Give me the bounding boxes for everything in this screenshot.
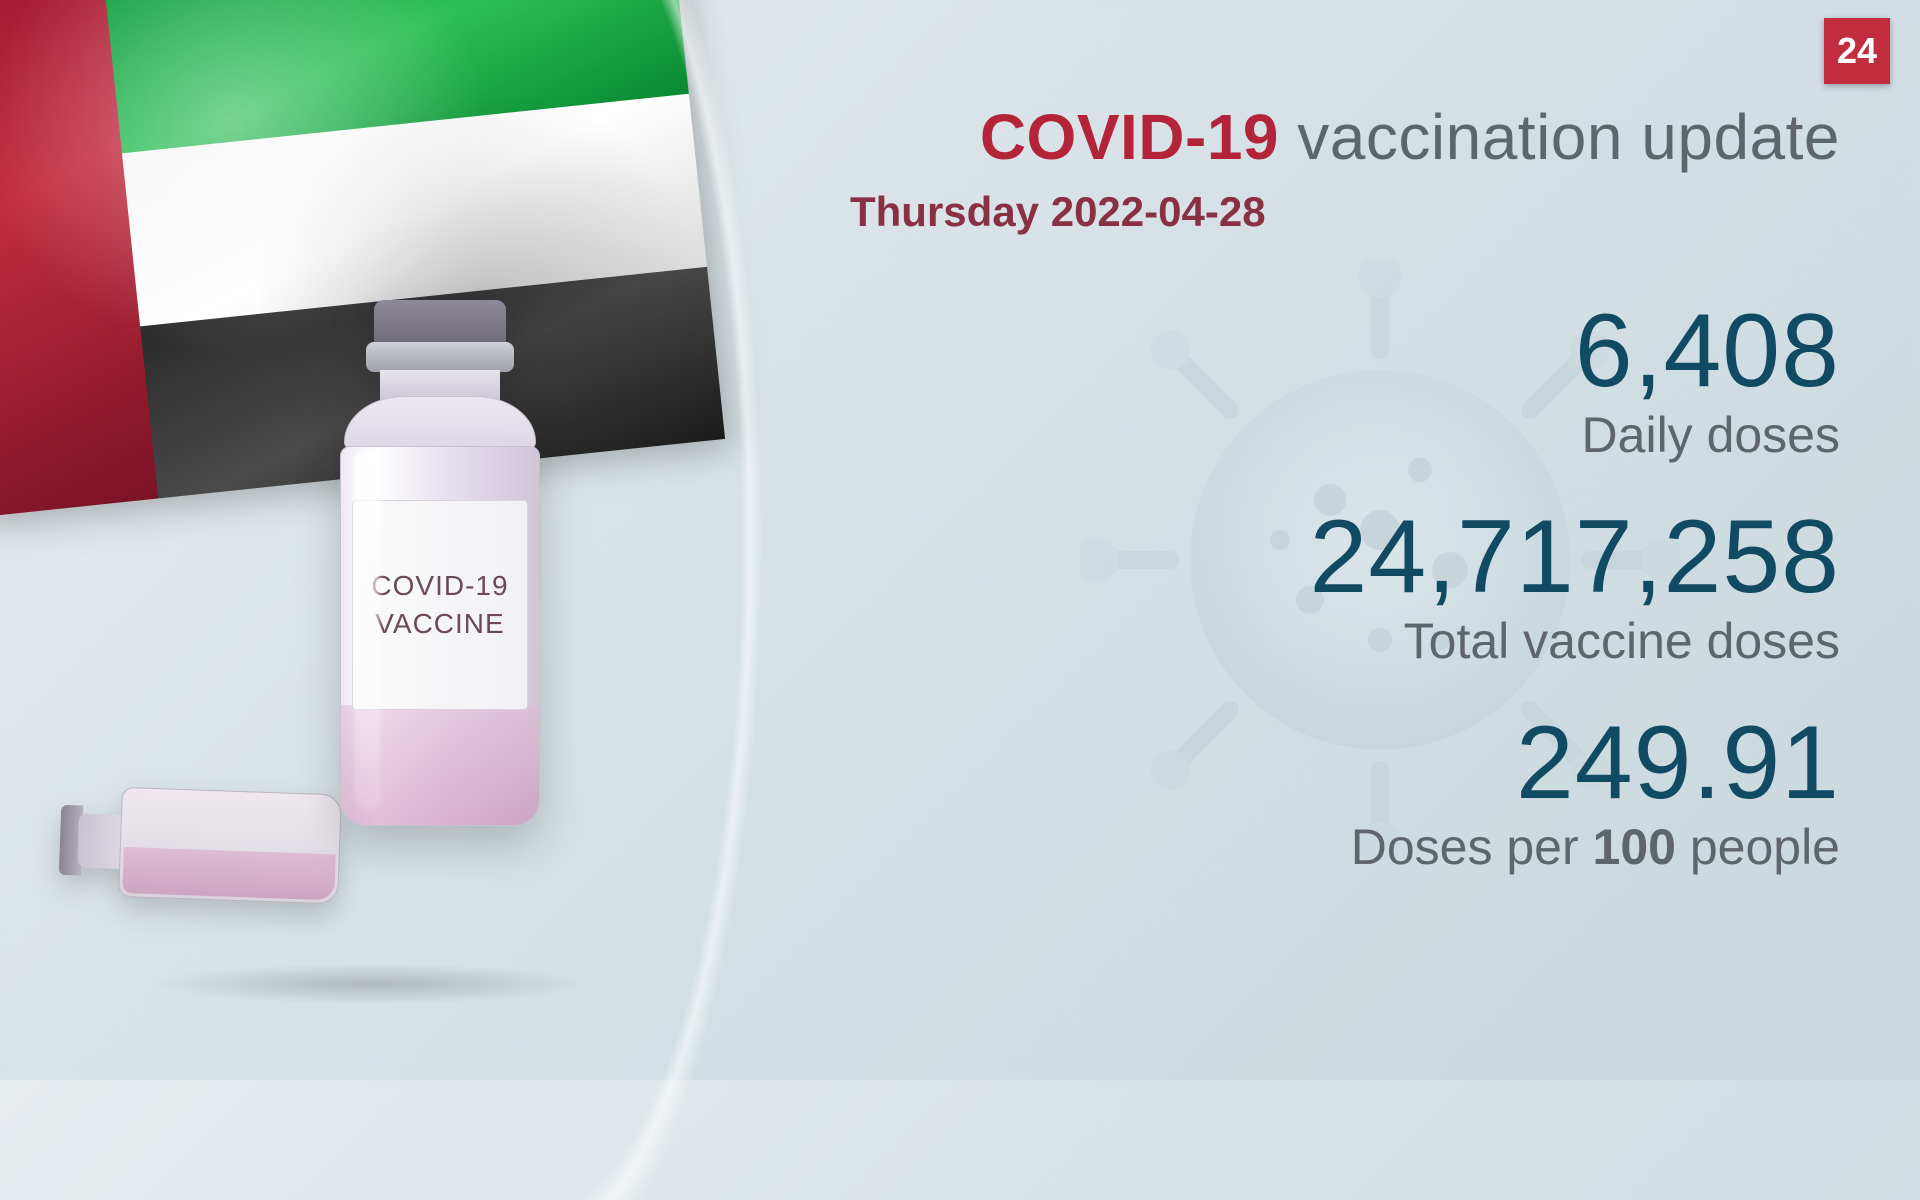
stat-label-bold: 100 <box>1593 819 1676 875</box>
headline-rest: vaccination update <box>1279 101 1840 173</box>
stat-value: 24,717,258 <box>1309 504 1840 610</box>
stat-value: 6,408 <box>1575 298 1840 404</box>
stat-label-suffix: people <box>1676 819 1840 875</box>
channel-badge: 24 <box>1824 18 1890 84</box>
vial-label-line1: COVID-19 <box>371 570 508 601</box>
vial-label-line2: VACCINE <box>375 608 504 639</box>
left-graphic-panel: COVID-19 VACCINE <box>0 0 900 1080</box>
stat-label-prefix: Doses per <box>1351 819 1593 875</box>
stat-doses-per-100: 249.91 Doses per 100 people <box>1351 710 1840 876</box>
stat-value: 249.91 <box>1351 710 1840 816</box>
headline-covid: COVID- <box>980 101 1207 173</box>
stat-label: Daily doses <box>1575 406 1840 464</box>
floor-shadow <box>60 960 680 1008</box>
date-line: Thursday 2022-04-28 <box>840 188 1840 236</box>
channel-badge-text: 24 <box>1837 30 1877 72</box>
stat-total-doses: 24,717,258 Total vaccine doses <box>1309 504 1840 670</box>
stat-label: Doses per 100 people <box>1351 818 1840 876</box>
content-panel: COVID-19 vaccination update Thursday 202… <box>840 100 1840 876</box>
headline-19: 19 <box>1207 101 1279 173</box>
stat-label: Total vaccine doses <box>1309 612 1840 670</box>
vial-standing: COVID-19 VACCINE <box>310 300 570 860</box>
stats-list: 6,408 Daily doses 24,717,258 Total vacci… <box>840 298 1840 876</box>
stat-daily-doses: 6,408 Daily doses <box>1575 298 1840 464</box>
headline: COVID-19 vaccination update <box>840 100 1840 174</box>
